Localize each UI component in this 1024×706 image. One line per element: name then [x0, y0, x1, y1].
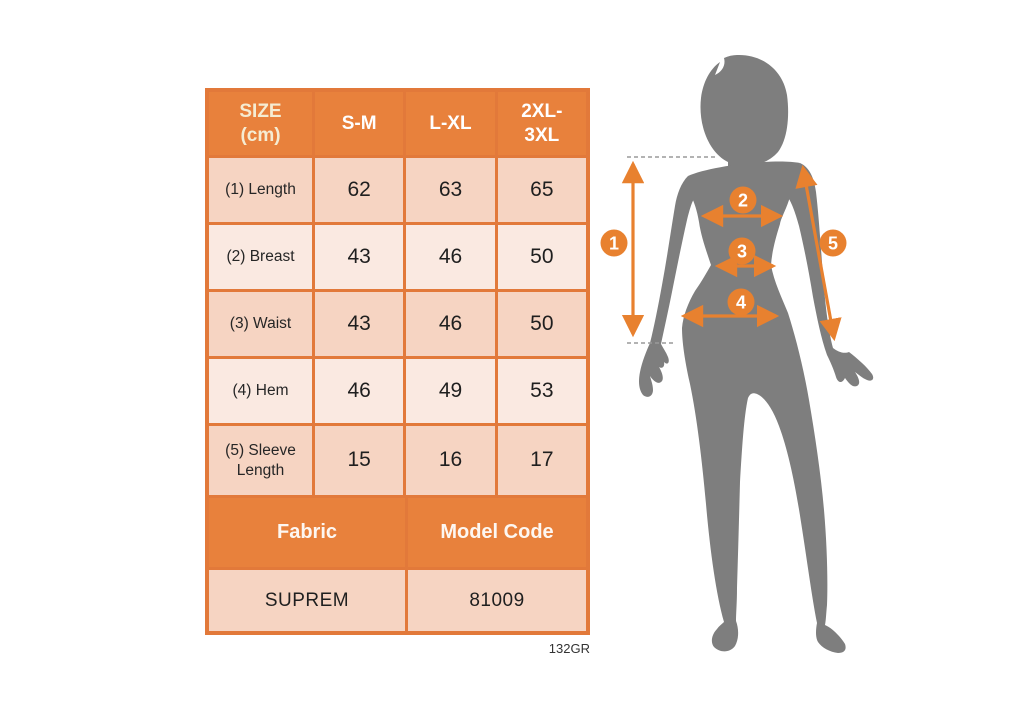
- marker-1-number: 1: [609, 234, 619, 254]
- marker-5-number: 5: [828, 234, 838, 254]
- header-cell-fabric: Fabric: [209, 498, 405, 567]
- weight-footnote: 132GR: [548, 641, 590, 656]
- cell-value: 46: [406, 225, 495, 289]
- model-code-value: 81009: [408, 570, 586, 631]
- cell-value: 50: [497, 292, 586, 356]
- cell-value: 15: [315, 426, 404, 495]
- cell-value: 63: [406, 158, 495, 222]
- cell-value: 17: [497, 426, 586, 495]
- size-chart-table: SIZE (cm) S-M L-XL 2XL-3XL (1) Length 62…: [205, 88, 590, 635]
- marker-3-number: 3: [737, 242, 747, 262]
- measurement-figure: 1 2 3 4 5: [595, 40, 925, 680]
- header-cell-size: SIZE (cm): [209, 92, 312, 155]
- table-row-waist: (3) Waist 43 46 50: [209, 292, 586, 356]
- cell-value: 65: [497, 158, 586, 222]
- table-row-sleeve-length: (5) Sleeve Length 15 16 17: [209, 426, 586, 495]
- marker-4-circle: [727, 288, 755, 316]
- cell-value: 50: [497, 225, 586, 289]
- header-cell-sm: S-M: [315, 92, 404, 155]
- marker-2-number: 2: [738, 191, 748, 211]
- marker-1-circle: [600, 229, 628, 257]
- header-cell-model-code: Model Code: [408, 498, 586, 567]
- header-cell-2xl3xl: 2XL-3XL: [497, 92, 586, 155]
- dashed-guides: [627, 156, 717, 344]
- row-label: (3) Waist: [209, 292, 312, 356]
- marker-3-circle: [728, 237, 756, 265]
- row-label: (2) Breast: [209, 225, 312, 289]
- fabric-modelcode-value-row: SUPREM 81009: [209, 570, 586, 631]
- cell-value: 53: [497, 359, 586, 423]
- female-silhouette-diagram: 1 2 3 4 5: [600, 54, 874, 653]
- row-label: (1) Length: [209, 158, 312, 222]
- cell-value: 43: [315, 225, 404, 289]
- sleeve-arrow: [795, 164, 842, 342]
- row-label: (4) Hem: [209, 359, 312, 423]
- cell-value: 62: [315, 158, 404, 222]
- marker-5-circle: [819, 229, 847, 257]
- row-label: (5) Sleeve Length: [209, 426, 312, 495]
- silhouette-left-arm: [639, 176, 694, 397]
- table-row-breast: (2) Breast 43 46 50: [209, 225, 586, 289]
- cell-value: 16: [406, 426, 495, 495]
- cell-value: 49: [406, 359, 495, 423]
- marker-4-number: 4: [736, 293, 746, 313]
- measurement-markers: 1 2 3 4 5: [600, 186, 847, 316]
- measurement-arrows: [621, 160, 842, 342]
- table-header-row: SIZE (cm) S-M L-XL 2XL-3XL: [209, 92, 586, 155]
- silhouette-right-arm: [789, 163, 874, 387]
- fabric-modelcode-header-row: Fabric Model Code: [209, 498, 586, 567]
- cell-value: 46: [406, 292, 495, 356]
- female-silhouette: [639, 54, 874, 653]
- table-row-length: (1) Length 62 63 65: [209, 158, 586, 222]
- silhouette-head: [700, 54, 789, 167]
- marker-2-circle: [729, 186, 757, 214]
- silhouette-torso-legs: [682, 161, 846, 653]
- header-cell-lxl: L-XL: [406, 92, 495, 155]
- cell-value: 46: [315, 359, 404, 423]
- cell-value: 43: [315, 292, 404, 356]
- table-row-hem: (4) Hem 46 49 53: [209, 359, 586, 423]
- fabric-value: SUPREM: [209, 570, 405, 631]
